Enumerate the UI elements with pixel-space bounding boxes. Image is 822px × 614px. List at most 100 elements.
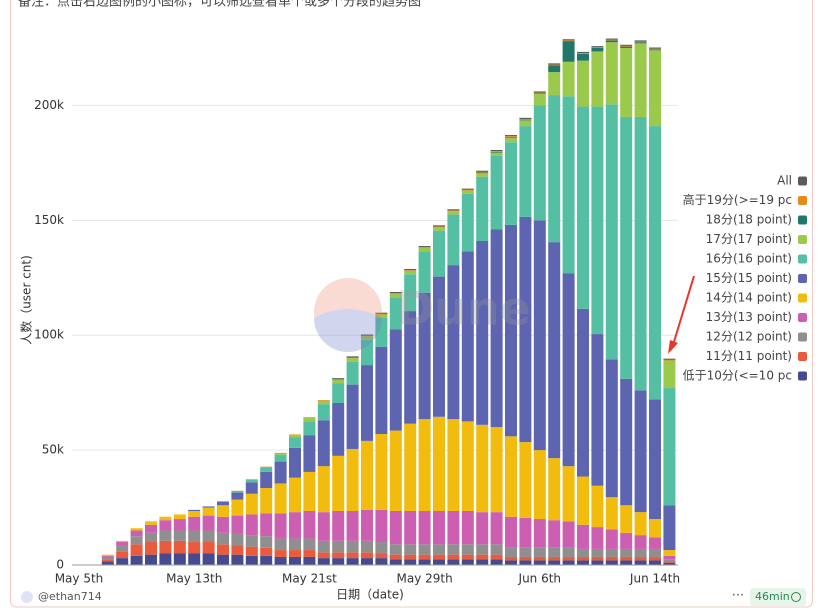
bar-segment [663, 555, 676, 560]
bar-segment [519, 560, 532, 565]
bar-segment [202, 506, 215, 508]
bar-segment [476, 173, 489, 177]
bar-segment [461, 511, 474, 545]
bar-segment [375, 542, 388, 554]
more-menu[interactable]: ··· [732, 589, 744, 604]
bar-segment [346, 540, 359, 553]
bar-segment [634, 535, 647, 549]
bar-segment [505, 136, 517, 137]
bar-segment [490, 512, 503, 545]
bar-segment [562, 96, 575, 274]
bar-segment [605, 560, 618, 565]
bar-segment [418, 247, 431, 252]
bar-segment [130, 544, 143, 556]
bar-segment [346, 384, 359, 449]
legend-swatch[interactable] [798, 215, 807, 225]
bar-segment [231, 499, 244, 516]
bar-segment [505, 137, 517, 143]
bar-segment [562, 40, 575, 42]
bar-segment [217, 516, 229, 533]
bar-segment [461, 190, 474, 194]
bar-segment [418, 511, 431, 545]
legend-swatch[interactable] [798, 196, 807, 205]
bar-segment [461, 554, 474, 560]
bar-segment [274, 513, 287, 539]
bar-segment [649, 519, 661, 538]
legend-swatch[interactable] [798, 254, 807, 264]
bar-segment [577, 548, 589, 557]
bar-segment [461, 189, 474, 191]
bar-segment [476, 172, 489, 174]
bar-segment [562, 273, 575, 467]
bar-segment [476, 176, 489, 241]
legend-swatch[interactable] [798, 274, 807, 283]
bar-segment [447, 209, 460, 211]
bar-segment [303, 471, 316, 511]
bar-segment [505, 136, 517, 138]
bar-segment [577, 308, 589, 477]
bar-segment [505, 516, 517, 548]
bar-segment [447, 211, 460, 215]
legend-swatch[interactable] [798, 371, 807, 381]
bar-segment [389, 430, 402, 511]
bar-segment [620, 505, 633, 533]
bar-segment [332, 403, 345, 456]
legend-swatch[interactable] [798, 293, 807, 303]
bar-segment [548, 242, 561, 459]
bar-segment [231, 533, 244, 546]
bar-segment [634, 390, 647, 513]
legend-label: 14分(14 point) [706, 291, 792, 305]
bar-segment [533, 105, 546, 221]
bar-segment [245, 479, 258, 483]
bar-segment [620, 44, 633, 46]
bar-segment [389, 292, 402, 294]
bar-segment [202, 542, 215, 554]
bar-segment [245, 514, 258, 536]
bar-segment [159, 553, 172, 565]
bar-segment [505, 556, 517, 561]
bar-segment [605, 40, 618, 43]
bar-segment [303, 421, 316, 436]
x-tick-label: May 5th [55, 572, 104, 586]
legend-swatch[interactable] [798, 332, 807, 342]
legend-label: 低于10分(<=10 pc [683, 369, 792, 383]
bar-segment [605, 497, 618, 530]
legend-label: All [777, 174, 792, 188]
legend-swatch[interactable] [798, 176, 807, 186]
bar-segment [361, 365, 373, 441]
bar-segment [577, 524, 589, 549]
bar-segment [389, 297, 402, 330]
legend-swatch[interactable] [798, 352, 807, 361]
bar-segment [375, 434, 388, 510]
bar-segment [317, 552, 330, 559]
bar-segment [548, 65, 561, 73]
bar-segment [447, 511, 460, 545]
bar-segment [649, 399, 661, 520]
bar-segment [260, 547, 273, 556]
bar-segment [533, 93, 546, 94]
bar-segment [289, 512, 301, 539]
bar-segment [476, 544, 489, 555]
note: 备注：点击右边图例的小图标，可以筛选查看单个或多个分段的趋势图 [18, 0, 421, 10]
bar-segment [519, 216, 532, 443]
bar-segment [634, 560, 647, 565]
bar-segment [605, 359, 618, 498]
bar-segment [173, 530, 186, 541]
bar-segment [260, 466, 273, 468]
bar-segment [303, 417, 316, 422]
bar-segment [649, 50, 661, 127]
bar-segment [116, 542, 129, 546]
legend-swatch[interactable] [798, 313, 807, 322]
bar-segment [620, 378, 633, 506]
legend-swatch[interactable] [798, 235, 807, 244]
bar-segment [289, 477, 301, 513]
bar-segment [433, 416, 445, 511]
bar-segment [634, 512, 647, 536]
bar-segment [663, 388, 676, 506]
bar-segment [649, 548, 661, 557]
bar-segment [634, 548, 647, 557]
bar-segment [490, 229, 503, 428]
bar-segment [548, 520, 561, 548]
bar-segment [346, 361, 359, 385]
